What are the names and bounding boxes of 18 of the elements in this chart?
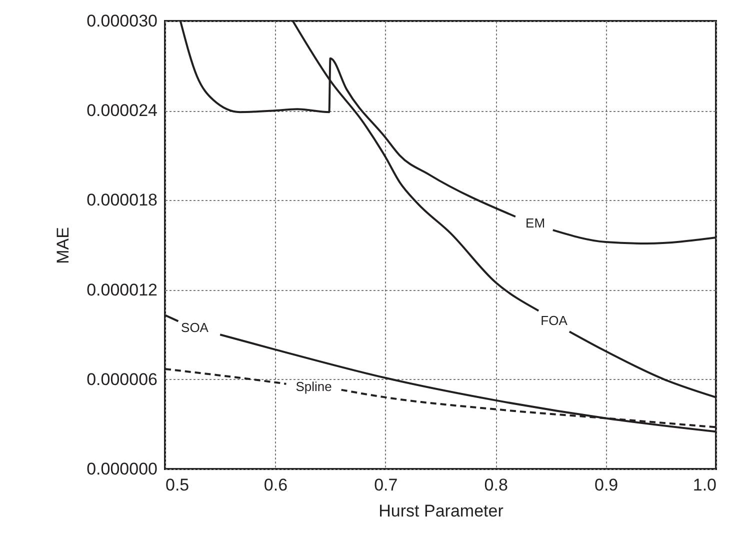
y-tick-label: 0.000030 <box>86 12 158 30</box>
x-axis-title: Hurst Parameter <box>378 502 504 520</box>
series-label: FOA <box>540 313 568 328</box>
y-tick-label: 0.000000 <box>86 460 158 478</box>
series-label: EM <box>526 215 546 230</box>
x-tick-label: 0.5 <box>166 476 190 494</box>
x-tick-label: 0.7 <box>374 476 398 494</box>
y-tick-label: 0.000018 <box>86 190 158 210</box>
x-tick-label: 0.9 <box>594 476 618 494</box>
y-axis-title: MAE <box>54 227 73 264</box>
series-label: SOA <box>181 320 209 335</box>
series-label: Spline <box>296 378 332 394</box>
x-tick-label: 0.8 <box>484 476 508 494</box>
x-tick-label: 1.0 <box>692 476 716 494</box>
y-tick-label: 0.000012 <box>86 280 158 300</box>
y-tick-label: 0.000024 <box>86 101 158 120</box>
x-tick-label: 0.6 <box>264 476 288 494</box>
y-tick-label: 0.000006 <box>86 370 158 389</box>
